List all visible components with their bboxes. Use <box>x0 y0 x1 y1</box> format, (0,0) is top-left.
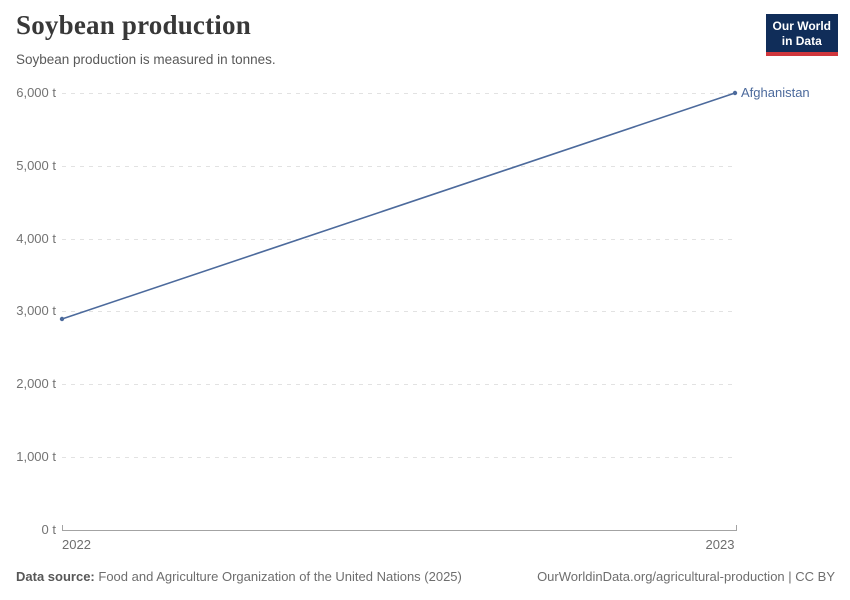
y-tick-label-3000: 3,000 t <box>16 303 56 318</box>
x-tick-label-2022: 2022 <box>62 537 91 552</box>
y-tick-label-6000: 6,000 t <box>16 85 56 100</box>
y-tick-label-4000: 4,000 t <box>16 231 56 246</box>
data-source-label: Data source: <box>16 569 95 584</box>
x-tick-label-2023: 2023 <box>705 537 735 552</box>
owid-logo[interactable]: Our World in Data <box>765 14 838 56</box>
x-axis-tick-2023 <box>736 525 737 530</box>
gridline-1000 <box>62 457 737 458</box>
gridline-3000 <box>62 311 737 312</box>
x-axis-tick-2022 <box>62 525 63 530</box>
y-tick-label-1000: 1,000 t <box>16 449 56 464</box>
x-axis-line <box>62 530 737 531</box>
y-tick-label-5000: 5,000 t <box>16 158 56 173</box>
y-tick-label-2000: 2,000 t <box>16 376 56 391</box>
data-source-note: Data source: Food and Agriculture Organi… <box>16 569 462 584</box>
gridline-2000 <box>62 384 737 385</box>
chart-subtitle: Soybean production is measured in tonnes… <box>16 52 276 67</box>
owid-credit-link[interactable]: OurWorldinData.org/agricultural-producti… <box>537 569 835 584</box>
gridline-5000 <box>62 166 737 167</box>
owid-logo-line2: in Data <box>781 34 822 48</box>
data-point-2022[interactable] <box>59 316 65 322</box>
y-tick-label-0: 0 t <box>41 522 56 537</box>
data-point-2023[interactable] <box>732 90 738 96</box>
data-source-text: Food and Agriculture Organization of the… <box>98 569 462 584</box>
owid-logo-line1: Our World <box>772 19 831 33</box>
gridline-6000 <box>62 93 737 94</box>
series-label-afghanistan[interactable]: Afghanistan <box>741 85 810 100</box>
page-title: Soybean production <box>16 10 251 40</box>
afghanistan-series-line[interactable] <box>61 92 736 320</box>
gridline-4000 <box>62 239 737 240</box>
